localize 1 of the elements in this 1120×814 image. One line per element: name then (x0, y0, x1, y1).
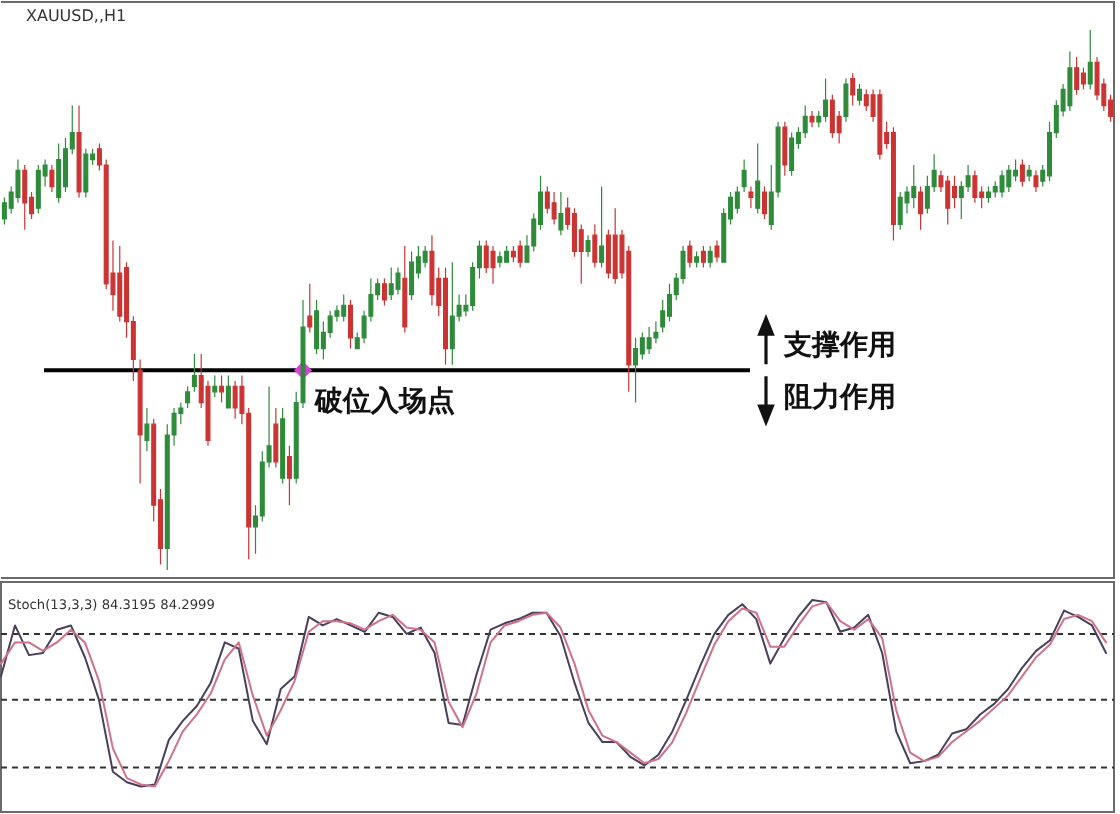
title: XAUUSD,,H1 (26, 7, 127, 25)
